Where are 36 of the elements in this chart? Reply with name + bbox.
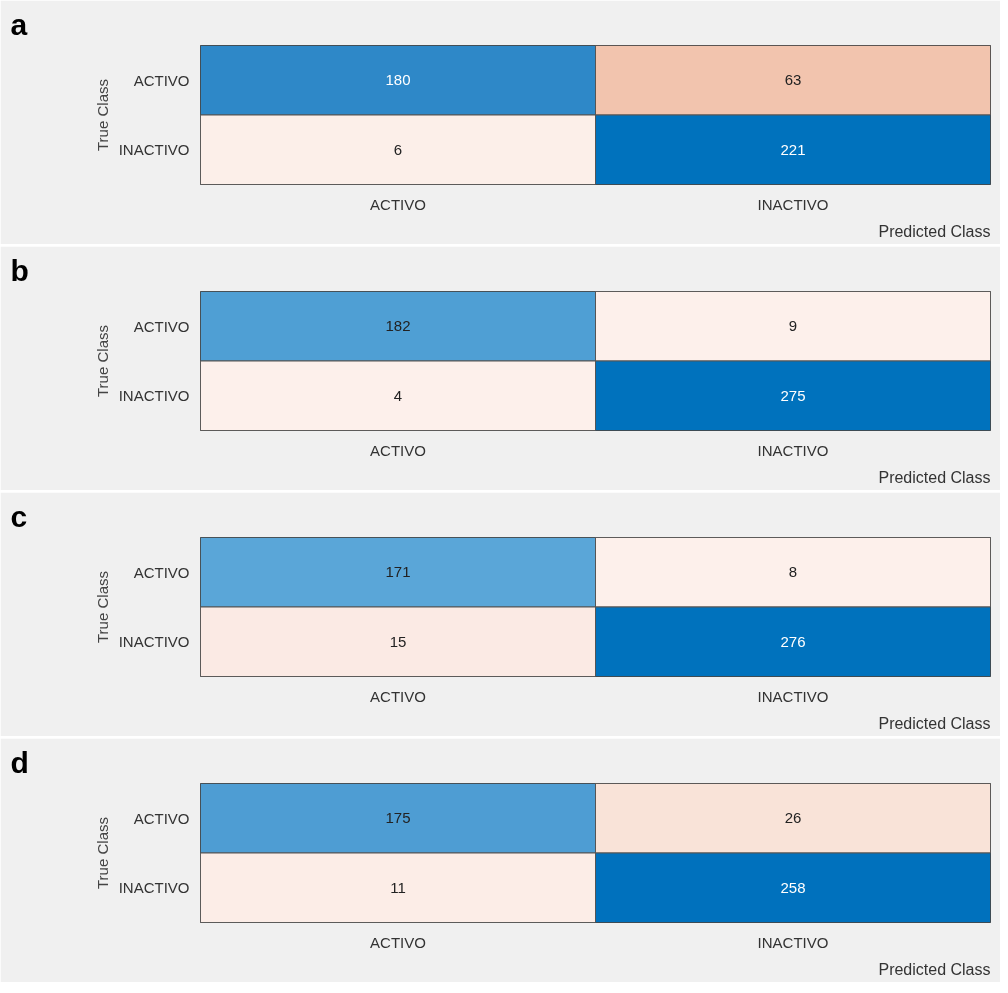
data-label: 63 xyxy=(784,71,802,89)
y-axis-title: True Class xyxy=(93,817,111,889)
data-label: 180 xyxy=(385,71,411,89)
y-tick-label: ACTIVO xyxy=(133,317,190,335)
data-label: 221 xyxy=(780,140,806,158)
y-tick-label: ACTIVO xyxy=(133,563,190,581)
y-tick-label: INACTIVO xyxy=(118,141,190,159)
data-label: 276 xyxy=(780,632,806,650)
y-tick-label: INACTIVO xyxy=(118,879,190,897)
data-label: 11 xyxy=(390,878,406,896)
x-axis-title: Predicted Class xyxy=(878,960,991,978)
x-axis-title: Predicted Class xyxy=(878,714,991,732)
data-label: 182 xyxy=(385,317,411,335)
x-axis-title: Predicted Class xyxy=(878,468,991,486)
chart-title: b xyxy=(10,253,29,287)
data-label: 26 xyxy=(784,809,802,827)
data-label: 8 xyxy=(788,563,798,581)
data-label: 258 xyxy=(780,878,806,896)
chart-title: a xyxy=(10,7,28,41)
data-label: 9 xyxy=(788,317,798,335)
y-axis-title: True Class xyxy=(93,571,111,643)
chart-title: d xyxy=(10,745,29,779)
data-label: 175 xyxy=(385,809,411,827)
data-label: 275 xyxy=(780,386,806,404)
y-tick-label: ACTIVO xyxy=(133,71,190,89)
y-axis-title: True Class xyxy=(93,325,111,397)
data-label: 15 xyxy=(389,632,407,650)
chart-title: c xyxy=(10,499,28,533)
data-label: 6 xyxy=(393,140,403,158)
y-tick-label: INACTIVO xyxy=(118,387,190,405)
y-tick-label: INACTIVO xyxy=(118,633,190,651)
x-axis-title: Predicted Class xyxy=(878,222,991,240)
y-tick-label: ACTIVO xyxy=(133,809,190,827)
data-label: 4 xyxy=(393,386,403,404)
y-axis-title: True Class xyxy=(93,79,111,151)
data-label: 171 xyxy=(385,563,411,581)
